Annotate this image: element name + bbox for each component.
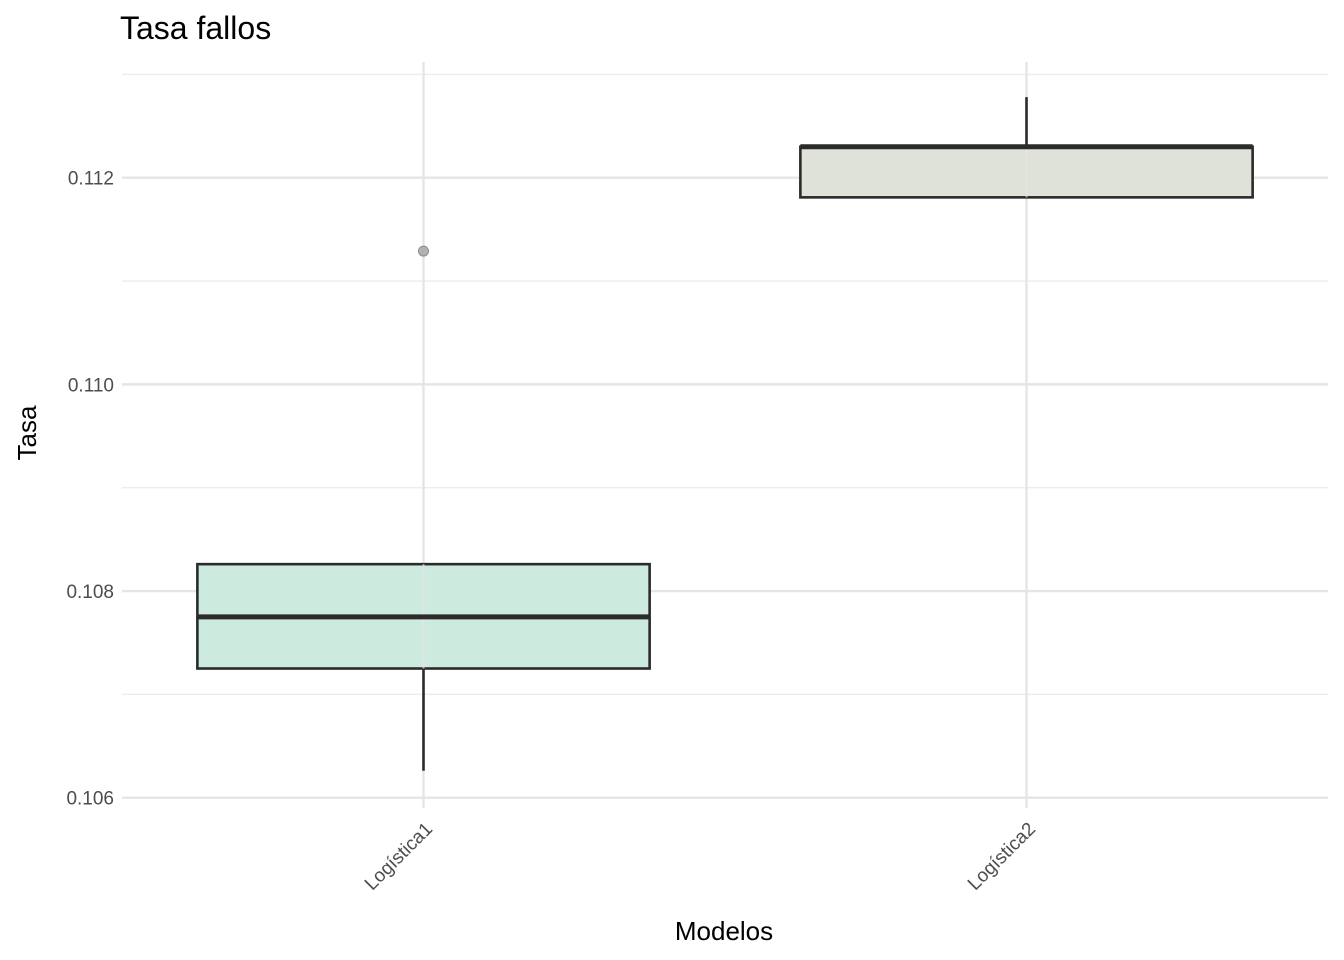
y-tick-label: 0.110	[68, 375, 114, 396]
y-tick-label: 0.108	[66, 582, 114, 603]
chart-title: Tasa fallos	[120, 10, 271, 46]
y-tick-label: 0.112	[68, 169, 114, 190]
x-axis-title: Modelos	[675, 916, 773, 946]
y-axis-title: Tasa	[12, 405, 42, 460]
x-tick-label: Logística1	[361, 819, 437, 895]
box-outlier-point	[418, 245, 429, 257]
y-axis-ticks: 0.106 0.108 0.110 0.112	[66, 169, 114, 810]
x-tick-label: Logística2	[964, 819, 1040, 895]
boxes	[196, 97, 1254, 771]
x-axis-ticks: Logística1 Logística2	[361, 819, 1040, 895]
y-tick-label: 0.106	[66, 789, 114, 810]
